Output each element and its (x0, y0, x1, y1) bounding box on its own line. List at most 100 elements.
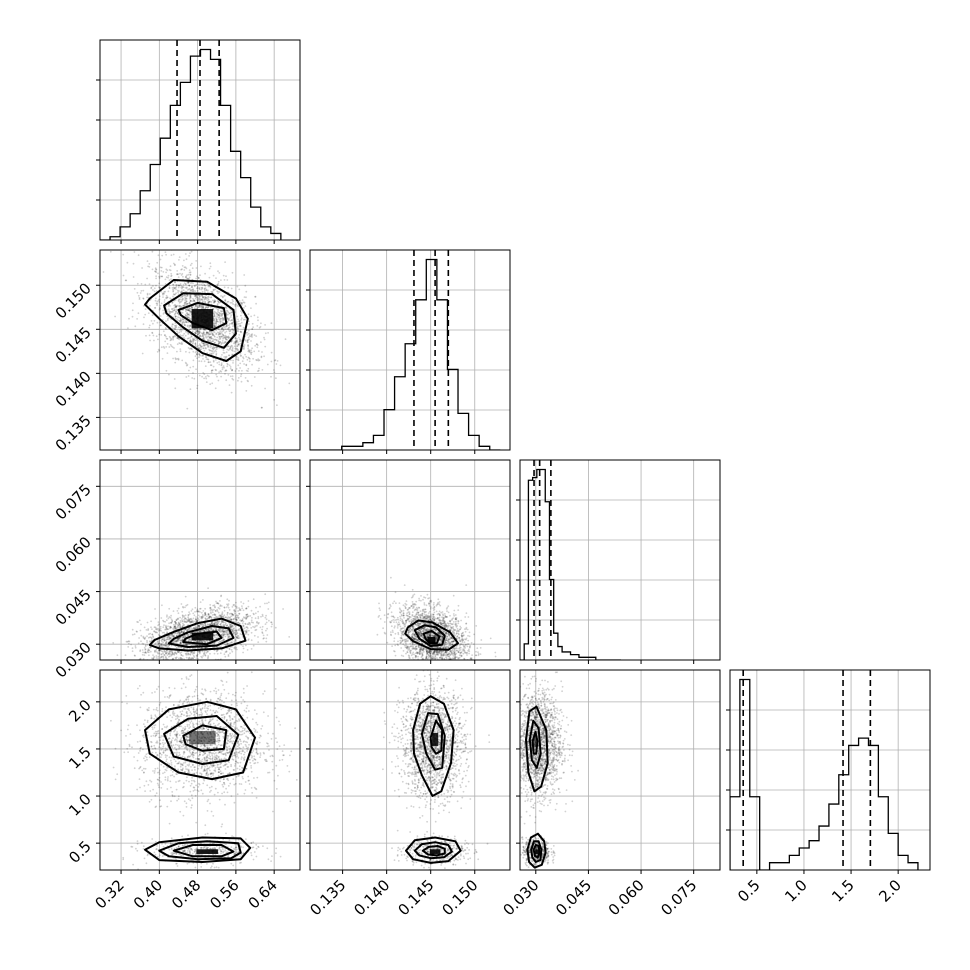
scatter-point (158, 277, 161, 279)
scatter-point (239, 355, 242, 357)
scatter-point (248, 323, 250, 325)
scatter-point (198, 329, 201, 332)
scatter-point (153, 630, 156, 633)
scatter-point (184, 283, 187, 286)
scatter-point (198, 374, 201, 377)
scatter-point (244, 633, 247, 635)
scatter-point (146, 621, 149, 624)
scatter-point (452, 631, 455, 633)
scatter-point (182, 661, 184, 663)
scatter-point (136, 291, 139, 294)
scatter-point (250, 315, 253, 318)
scatter-point (156, 663, 158, 665)
scatter-point (227, 625, 230, 628)
scatter-point (212, 348, 215, 351)
scatter-point (162, 626, 165, 629)
scatter-point (238, 612, 241, 615)
scatter-point (173, 309, 176, 311)
scatter-point (207, 358, 210, 361)
scatter-point (224, 331, 227, 334)
scatter-point (265, 640, 268, 643)
scatter-point (253, 634, 256, 637)
scatter-point (169, 637, 172, 640)
scatter-point (213, 613, 216, 615)
scatter-point (234, 337, 237, 340)
scatter-point (187, 309, 189, 312)
scatter-point (236, 634, 239, 637)
scatter-point (407, 608, 410, 611)
scatter-point (144, 645, 147, 648)
scatter-point (428, 651, 431, 654)
scatter-point (233, 345, 236, 348)
scatter-point (447, 632, 450, 635)
scatter-point (165, 644, 168, 646)
scatter-point (463, 671, 465, 673)
scatter-point (171, 633, 174, 636)
scatter-point (209, 339, 211, 341)
scatter-point (213, 617, 216, 620)
scatter-point (279, 364, 282, 367)
scatter-point (218, 316, 221, 318)
scatter-point (440, 652, 443, 654)
scatter-point (188, 621, 191, 623)
scatter-point (202, 337, 205, 340)
scatter-point (227, 642, 229, 645)
scatter-point (409, 652, 412, 655)
scatter-point (196, 654, 199, 657)
scatter-point (162, 641, 165, 644)
scatter-point (154, 270, 156, 273)
scatter-point (148, 293, 151, 295)
scatter-point (169, 626, 172, 629)
scatter-point (247, 623, 249, 626)
scatter-point (244, 318, 247, 321)
scatter-point (151, 331, 154, 334)
scatter-point (185, 300, 188, 303)
scatter-point (240, 302, 243, 305)
scatter-point (143, 626, 146, 629)
scatter-point (245, 617, 248, 620)
scatter-point (236, 340, 238, 342)
scatter-point (188, 271, 191, 274)
scatter-point (236, 325, 239, 328)
scatter-point (201, 306, 204, 309)
scatter-point (185, 362, 188, 365)
scatter-point (262, 634, 265, 637)
scatter-point (215, 633, 218, 636)
scatter-point (235, 629, 238, 632)
scatter-point (404, 628, 406, 630)
scatter-point (399, 615, 401, 618)
scatter-point (180, 646, 183, 649)
scatter-point (235, 356, 238, 359)
scatter-point (187, 666, 189, 668)
scatter-point (230, 340, 233, 343)
scatter-point (236, 315, 239, 318)
scatter-point (251, 333, 254, 335)
scatter-point (209, 336, 211, 339)
scatter-point (185, 267, 188, 270)
scatter-point (148, 646, 151, 649)
scatter-point (235, 348, 238, 350)
scatter-point (383, 621, 386, 623)
scatter-point (255, 302, 257, 305)
scatter-point (203, 377, 206, 380)
scatter-point (169, 651, 171, 654)
scatter-point (157, 254, 160, 257)
scatter-point (211, 333, 214, 336)
scatter-point (207, 339, 210, 342)
scatter-point (186, 634, 189, 637)
scatter-point (246, 615, 249, 618)
scatter-point (179, 319, 182, 322)
scatter-point (163, 299, 166, 301)
scatter-point (181, 287, 183, 290)
scatter-point (144, 651, 147, 653)
scatter-point (205, 298, 208, 301)
scatter-point (203, 344, 206, 346)
scatter-point (225, 336, 228, 338)
scatter-point (198, 283, 201, 286)
scatter-point (402, 650, 405, 652)
scatter-point (154, 649, 157, 652)
scatter-point (199, 630, 202, 633)
scatter-point (437, 598, 440, 601)
scatter-point (151, 268, 154, 271)
scatter-point (228, 327, 230, 329)
